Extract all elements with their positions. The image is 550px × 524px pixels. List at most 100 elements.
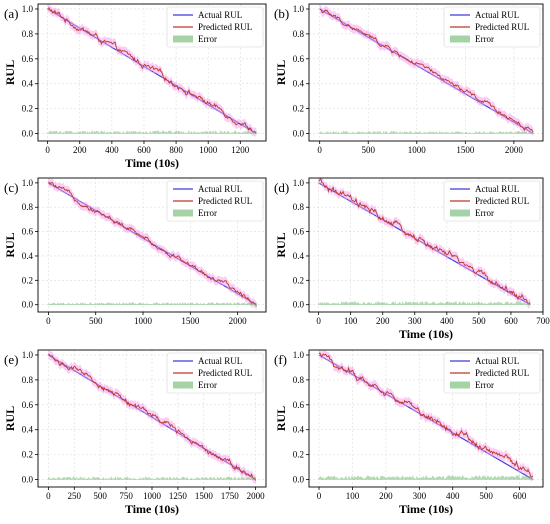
legend-swatch-error xyxy=(450,381,470,389)
legend-entry: Predicted RUL xyxy=(475,368,529,378)
y-tick-label: 0.2 xyxy=(22,104,33,114)
legend-swatch-error xyxy=(173,381,193,389)
legend-entry: Error xyxy=(475,34,494,44)
x-tick-label: 500 xyxy=(361,145,375,155)
x-tick-label: 200 xyxy=(379,491,393,501)
y-tick-label: 0.8 xyxy=(22,29,34,39)
legend-swatch-error xyxy=(173,35,193,43)
legend: Actual RUL Predicted RUL Error xyxy=(443,352,541,394)
panel-2: 0 500 1000 1500 2000 0.0 0.2 0.4 0.6 0.8 1.0 RUL (b)… xyxy=(274,3,544,155)
x-tick-label: 600 xyxy=(137,145,151,155)
prediction-band xyxy=(47,4,257,138)
y-tick-label: 0.6 xyxy=(22,400,34,410)
x-tick-label: 2000 xyxy=(247,491,266,501)
y-tick-label: 1.0 xyxy=(22,178,34,188)
series-predicted-rul xyxy=(48,181,257,307)
y-tick-label: 1.0 xyxy=(293,350,305,360)
y-axis-label: RUL xyxy=(3,60,17,85)
legend-entry: Predicted RUL xyxy=(198,368,252,378)
y-tick-label: 0.0 xyxy=(293,300,305,310)
prediction-band xyxy=(48,350,256,485)
panel-5: 0 250 500 750 1000 1250 1500 1750 2000 0.0 0.2 0.4 0… xyxy=(3,349,267,516)
series-error xyxy=(318,300,531,306)
x-tick-label: 1000 xyxy=(199,145,218,155)
series-predicted-rul xyxy=(319,8,534,133)
legend: Actual RUL Predicted RUL Error xyxy=(166,6,264,48)
y-tick-label: 0.8 xyxy=(22,375,34,385)
panel-label: (c) xyxy=(4,180,18,195)
series-error xyxy=(48,476,256,481)
panel-frame xyxy=(308,3,544,142)
legend-entry: Actual RUL xyxy=(475,356,519,366)
panel-label: (e) xyxy=(4,352,18,367)
y-tick-label: 0.2 xyxy=(22,275,33,285)
x-tick-label: 0 xyxy=(46,491,51,501)
x-tick-label: 0 xyxy=(46,316,51,326)
x-tick-label: 400 xyxy=(440,316,454,326)
x-axis-label: Time (10s) xyxy=(399,327,453,341)
x-axis-label: Time (10s) xyxy=(125,502,179,516)
y-tick-label: 0.4 xyxy=(22,79,34,89)
x-tick-label: 1000 xyxy=(143,491,162,501)
x-tick-label: 600 xyxy=(504,316,518,326)
y-tick-label: 0.0 xyxy=(22,129,34,139)
y-tick-label: 0.4 xyxy=(22,425,34,435)
y-tick-label: 0.6 xyxy=(293,400,305,410)
legend-entry: Actual RUL xyxy=(198,356,242,366)
y-tick-label: 0.2 xyxy=(293,450,304,460)
y-axis-label: RUL xyxy=(274,406,288,431)
x-tick-label: 700 xyxy=(536,316,550,326)
y-tick-label: 0.8 xyxy=(293,202,305,212)
panel-frame xyxy=(37,3,267,142)
x-tick-label: 500 xyxy=(472,316,486,326)
x-tick-label: 2000 xyxy=(229,316,248,326)
legend-entry: Predicted RUL xyxy=(198,196,252,206)
prediction-band xyxy=(318,178,531,309)
panel-label: (f) xyxy=(274,352,287,367)
legend-entry: Actual RUL xyxy=(475,184,519,194)
y-tick-label: 0.6 xyxy=(293,54,305,64)
x-axis-label: Time (10s) xyxy=(399,502,453,516)
x-tick-label: 1500 xyxy=(195,491,214,501)
legend-entry: Error xyxy=(475,380,494,390)
panel-3: 0 500 1000 1500 2000 0.0 0.2 0.4 0.6 0.8 1.0 RUL (c)… xyxy=(3,177,267,326)
x-tick-label: 100 xyxy=(346,491,360,501)
y-tick-label: 0.0 xyxy=(293,475,305,485)
x-tick-label: 200 xyxy=(73,145,87,155)
x-tick-label: 1000 xyxy=(408,145,427,155)
x-tick-label: 800 xyxy=(169,145,183,155)
legend-entry: Error xyxy=(198,34,217,44)
legend-entry: Error xyxy=(475,208,494,218)
y-tick-label: 0.0 xyxy=(293,129,305,139)
y-tick-label: 0.0 xyxy=(22,300,34,310)
series-predicted-rul xyxy=(48,353,257,481)
legend: Actual RUL Predicted RUL Error xyxy=(443,6,541,48)
x-tick-label: 1500 xyxy=(181,316,200,326)
panel-label: (a) xyxy=(4,6,18,21)
y-tick-label: 0.4 xyxy=(293,79,305,89)
y-tick-label: 0.2 xyxy=(22,450,33,460)
legend-entry: Predicted RUL xyxy=(198,22,252,32)
x-tick-label: 0 xyxy=(45,145,50,155)
x-tick-label: 100 xyxy=(344,316,358,326)
x-tick-label: 1750 xyxy=(221,491,240,501)
y-axis-label: RUL xyxy=(3,232,17,257)
y-tick-label: 0.6 xyxy=(22,227,34,237)
y-tick-label: 0.8 xyxy=(293,375,305,385)
series-error xyxy=(47,129,257,135)
prediction-band xyxy=(319,350,533,482)
legend-swatch-error xyxy=(173,209,193,217)
y-axis-label: RUL xyxy=(274,60,288,85)
series-error xyxy=(318,474,534,481)
legend-swatch-error xyxy=(450,209,470,217)
series-predicted-rul xyxy=(47,7,257,134)
y-tick-label: 0.0 xyxy=(22,475,34,485)
x-tick-label: 1000 xyxy=(134,316,153,326)
y-tick-label: 1.0 xyxy=(22,350,34,360)
x-axis-label: Time (10s) xyxy=(125,156,179,170)
plot-area xyxy=(318,178,531,309)
y-axis-label: RUL xyxy=(3,406,17,431)
x-tick-label: 300 xyxy=(408,316,422,326)
x-tick-label: 0 xyxy=(316,316,321,326)
